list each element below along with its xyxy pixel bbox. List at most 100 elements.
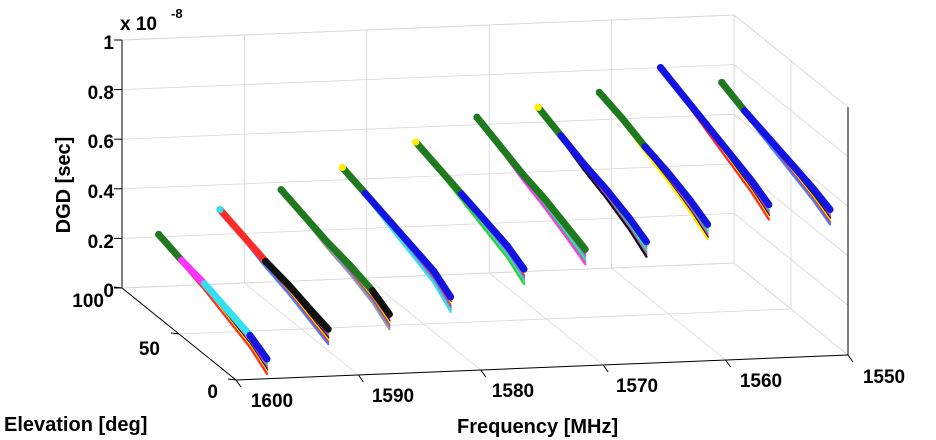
series-trace — [155, 230, 271, 375]
series-point — [534, 103, 542, 111]
series-point — [412, 138, 420, 146]
x-axis-line — [235, 354, 849, 381]
series-trace — [718, 78, 834, 226]
y-tick-label: 100 — [72, 291, 104, 312]
series-segment — [657, 64, 687, 100]
x-tick-mark — [602, 364, 609, 373]
series-segment — [178, 256, 208, 288]
series-segment — [338, 163, 369, 197]
exponent-base: x 10 — [120, 14, 157, 35]
series-segment — [384, 215, 415, 249]
y-tick-label: 0 — [207, 382, 218, 403]
series-trace — [216, 206, 332, 346]
y-axis-label: Elevation [deg] — [4, 414, 147, 436]
grid-lines — [121, 14, 849, 381]
y-tick-mark — [170, 332, 180, 335]
x-tick-mark — [480, 369, 487, 378]
series-segment — [557, 132, 588, 168]
series-segment — [480, 216, 511, 249]
series-segment — [664, 168, 695, 205]
series-segment — [618, 114, 649, 151]
series-point — [656, 64, 665, 72]
x-tick-mark — [847, 354, 854, 363]
z-tick-label: 0.4 — [88, 182, 115, 203]
series-segment — [603, 186, 633, 222]
grid-line — [733, 64, 849, 157]
grid-line — [733, 14, 849, 108]
grid-line — [121, 64, 735, 90]
grid-line — [121, 163, 735, 190]
series-point — [216, 206, 224, 214]
series-segment — [718, 78, 749, 115]
x-tick-label: 1600 — [251, 391, 293, 412]
series-segment — [541, 196, 572, 232]
series-segment — [725, 149, 756, 185]
series-point — [277, 186, 285, 194]
y-axis-tick-labels: 0 50 100 — [72, 291, 218, 403]
grid-line — [178, 308, 792, 335]
series-segment — [412, 138, 443, 172]
x-tick-label: 1580 — [492, 381, 534, 402]
series-trace — [412, 138, 528, 286]
series-segment — [519, 170, 549, 204]
series-segment — [223, 305, 254, 339]
series-segment — [687, 197, 712, 228]
series-segment — [216, 206, 247, 239]
axes — [113, 39, 854, 388]
x-tick-mark — [235, 379, 242, 388]
series-trace — [338, 163, 455, 313]
series-segment — [595, 88, 626, 122]
series-segment — [284, 281, 315, 314]
exponent-marker: x 10 -8 — [120, 6, 183, 35]
x-tick-label: 1560 — [740, 371, 782, 392]
series-segment — [430, 267, 455, 301]
series-segment — [435, 164, 465, 198]
x-tick-label: 1570 — [616, 376, 658, 397]
series-trace — [277, 186, 393, 331]
series-segment — [809, 184, 834, 214]
series-segment — [407, 241, 438, 275]
series-segment — [277, 186, 308, 220]
series-segment — [368, 287, 393, 318]
series-segment — [473, 113, 504, 150]
grid-line — [121, 14, 735, 41]
z-tick-label: 0.8 — [88, 83, 114, 104]
series-segment — [262, 257, 292, 289]
series-segment — [702, 120, 733, 157]
series-segment — [239, 231, 270, 265]
series-segment — [323, 237, 354, 269]
series-point — [155, 230, 163, 239]
series-segment — [580, 160, 611, 194]
z-tick-label: 0.6 — [88, 132, 114, 153]
grid-line — [733, 213, 849, 306]
z-tick-label: 0.2 — [88, 232, 114, 253]
y-tick-mark — [227, 378, 237, 381]
x-tick-mark — [357, 374, 364, 383]
x-axis-label: Frequency [MHz] — [457, 416, 618, 438]
series-point — [595, 88, 603, 97]
series-segment — [200, 280, 231, 313]
series-segment — [625, 214, 650, 246]
series-segment — [155, 230, 186, 264]
z-tick-label: 1 — [103, 33, 114, 54]
series-segment — [246, 331, 271, 363]
z-axis-tick-labels: 0 0.2 0.4 0.6 0.8 1 — [88, 33, 115, 302]
series-segment — [300, 212, 331, 245]
series-point — [473, 113, 481, 121]
series-segment — [457, 190, 488, 224]
series-trace — [534, 103, 650, 258]
series-segment — [534, 103, 565, 140]
x-axis-tick-labels: 1600 1590 1580 1570 1560 1550 — [251, 367, 905, 412]
x-tick-label: 1550 — [863, 367, 905, 388]
grid-line — [121, 113, 735, 140]
series-segment — [503, 241, 528, 273]
series-segment — [741, 107, 771, 141]
z-axis-label: DGD [sec] — [53, 137, 75, 234]
series-segment — [564, 224, 589, 253]
x-tick-label: 1590 — [372, 386, 414, 407]
series-point — [338, 163, 346, 171]
x-tick-mark — [725, 359, 732, 368]
series-trace — [595, 88, 712, 241]
data-series — [155, 64, 834, 375]
